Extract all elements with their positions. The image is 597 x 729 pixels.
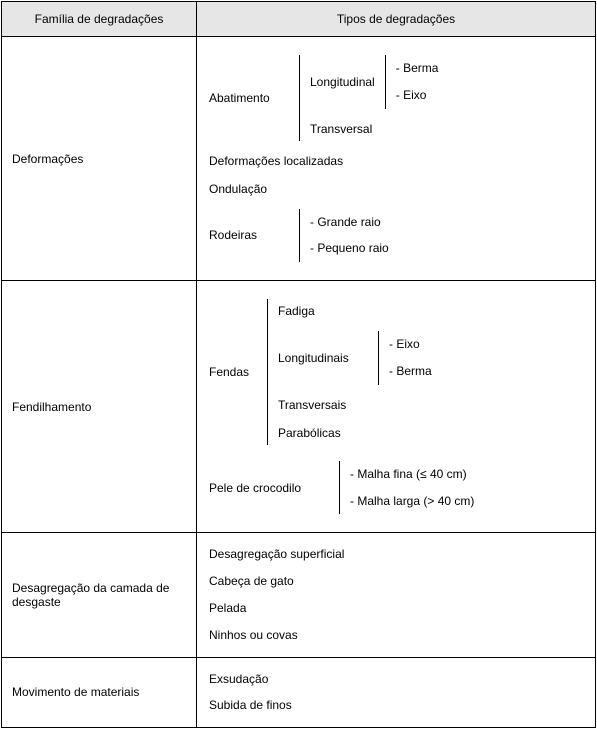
leaf-item: - Malha fina (≤ 40 cm): [350, 461, 474, 488]
type-group: Fendas Fadiga Longitudinais - Eixo - Ber…: [209, 289, 589, 449]
type-item: Cabeça de gato: [209, 568, 579, 595]
leaf-item: - Berma: [396, 55, 439, 82]
mid-item: Parabólicas: [268, 421, 442, 449]
leaf-item: - Eixo: [396, 82, 439, 109]
leaf-item: - Grande raio: [310, 209, 389, 236]
family-cell: Desagregação da camada de desgaste: [2, 533, 197, 657]
degradations-table: Família de degradações Tipos de degradaç…: [1, 1, 596, 728]
mid-item: Longitudinal: [300, 66, 385, 98]
type-item: Exsudação: [209, 666, 579, 693]
group-label: Abatimento: [209, 91, 299, 105]
mid-item: Transversais: [268, 389, 442, 421]
mid-item: Transversal: [300, 113, 448, 145]
type-item: Ninhos ou covas: [209, 622, 579, 649]
mid-item: Longitudinais: [268, 342, 378, 374]
group-label: Rodeiras: [209, 228, 299, 242]
table-row: Desagregação da camada de desgaste Desag…: [2, 533, 596, 657]
group-mid: Fadiga Longitudinais - Eixo - Berma Tran…: [268, 295, 442, 449]
group-label: Fendas: [209, 365, 267, 379]
table-header-row: Família de degradações Tipos de degradaç…: [2, 2, 596, 37]
family-cell: Fendilhamento: [2, 281, 197, 533]
table-row: Deformações Abatimento Longitudinal - Be…: [2, 37, 596, 281]
type-group: Abatimento Longitudinal - Berma - Eixo T…: [209, 45, 589, 145]
family-label: Desagregação da camada de desgaste: [12, 581, 169, 609]
family-cell: Deformações: [2, 37, 197, 281]
leaf-item: - Malha larga (> 40 cm): [350, 488, 474, 515]
leaf-item: - Pequeno raio: [310, 235, 389, 262]
leaf-list: - Grande raio - Pequeno raio: [300, 205, 399, 267]
leaf-item: - Berma: [389, 358, 432, 385]
type-item: Ondulação: [209, 177, 589, 205]
type-item: Desagregação superficial: [209, 541, 579, 568]
types-cell: Exsudação Subida de finos: [197, 657, 596, 728]
types-cell: Fendas Fadiga Longitudinais - Eixo - Ber…: [197, 281, 596, 533]
leaf-list: - Eixo - Berma: [379, 327, 442, 389]
family-label: Movimento de materiais: [12, 685, 139, 699]
type-group: Pele de crocodilo - Malha fina (≤ 40 cm)…: [209, 449, 589, 525]
types-cell: Abatimento Longitudinal - Berma - Eixo T…: [197, 37, 596, 281]
family-label: Fendilhamento: [12, 400, 91, 414]
type-item: Pelada: [209, 595, 579, 622]
table-row: Fendilhamento Fendas Fadiga Longitudinai…: [2, 281, 596, 533]
type-item: Deformações localizadas: [209, 145, 589, 177]
group-mid: Longitudinal - Berma - Eixo Transversal: [300, 51, 448, 145]
group-label: Pele de crocodilo: [209, 481, 339, 495]
leaf-list: - Berma - Eixo: [386, 51, 449, 113]
type-group: Rodeiras - Grande raio - Pequeno raio: [209, 205, 589, 273]
types-cell: Desagregação superficial Cabeça de gato …: [197, 533, 596, 657]
type-item: Subida de finos: [209, 692, 579, 719]
table-row: Movimento de materiais Exsudação Subida …: [2, 657, 596, 728]
leaf-list: - Malha fina (≤ 40 cm) - Malha larga (> …: [340, 457, 484, 519]
leaf-item: - Eixo: [389, 331, 432, 358]
family-cell: Movimento de materiais: [2, 657, 197, 728]
family-label: Deformações: [12, 152, 83, 166]
header-family: Família de degradações: [2, 2, 197, 37]
mid-item: Fadiga: [268, 295, 442, 327]
header-types: Tipos de degradações: [197, 2, 596, 37]
